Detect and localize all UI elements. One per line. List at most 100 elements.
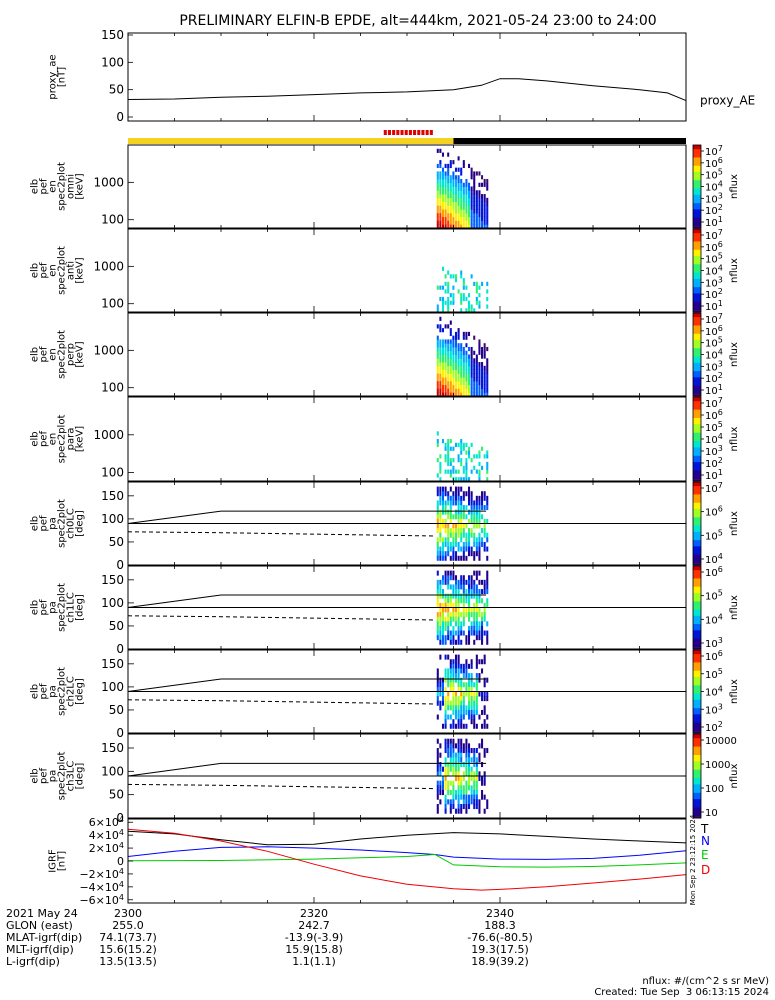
spectrogram-cell xyxy=(439,365,442,370)
spectrogram-cell xyxy=(457,384,460,389)
spectrogram-cell xyxy=(449,358,452,363)
spectrogram-cell xyxy=(436,691,439,697)
spectrogram-cell xyxy=(462,477,465,482)
spectrogram-cell xyxy=(436,500,439,506)
spectrogram-cell xyxy=(449,673,452,679)
spectrogram-cell xyxy=(452,171,455,176)
spectrogram-cell xyxy=(436,616,439,622)
y-tick-label: 1000 xyxy=(93,428,124,442)
y-tick-label: 1000 xyxy=(93,343,124,357)
spectrogram-cell xyxy=(441,555,445,561)
spectrogram-cell xyxy=(462,505,465,511)
colorbar-band xyxy=(693,752,701,756)
colorbar-band xyxy=(693,280,701,284)
spectrogram-cell xyxy=(470,785,473,791)
spectrogram-cell xyxy=(436,362,439,367)
spectrogram-cell xyxy=(475,677,478,683)
spectrogram-cell xyxy=(441,639,445,645)
spectrogram-cell xyxy=(454,771,458,777)
colorbar-band xyxy=(693,307,701,311)
spectrogram-cell xyxy=(447,446,450,451)
spectrogram-cell xyxy=(483,343,486,348)
spectrogram-cell xyxy=(436,523,439,529)
colorbar-band xyxy=(693,662,701,666)
spectrogram-cell xyxy=(478,469,481,474)
spectrogram-cell xyxy=(444,182,447,187)
spectrogram-cell xyxy=(439,602,442,608)
colorbar-tick-label: 106 xyxy=(705,565,723,580)
spectrogram-cell xyxy=(478,209,481,214)
spectrogram-cell xyxy=(483,659,486,665)
pef_omni-frame xyxy=(127,144,687,229)
spectrogram-cell xyxy=(457,639,460,645)
colorbar-band xyxy=(693,809,701,813)
spectrogram-cell xyxy=(486,575,489,581)
spectrogram-cell xyxy=(447,281,450,286)
spectrogram-cell xyxy=(441,686,445,692)
spectrogram-cell xyxy=(452,738,455,744)
loss-cone-lower xyxy=(127,615,435,621)
spectrogram-cell xyxy=(449,178,452,184)
spectrogram-cell xyxy=(439,197,442,202)
spectrogram-cell xyxy=(457,495,460,501)
spectrogram-cell xyxy=(457,589,460,595)
spectrogram-cell xyxy=(436,602,439,608)
spectrogram-cell xyxy=(444,668,447,674)
spectrogram-cell xyxy=(478,377,481,382)
spectrogram-cell xyxy=(478,201,481,206)
spectrogram-cell xyxy=(454,377,458,382)
spectrogram-cell xyxy=(468,541,471,547)
spectrogram-cell xyxy=(475,514,478,520)
spectrogram-cell xyxy=(481,201,484,206)
spectrogram-cell xyxy=(449,186,452,191)
spectrogram-cell xyxy=(470,384,473,389)
spectrogram-cell xyxy=(447,380,450,386)
colorbar-band xyxy=(693,207,701,210)
spectrogram-cell xyxy=(483,794,486,800)
spectrogram-cell xyxy=(478,625,481,631)
spectrogram-cell xyxy=(478,691,481,697)
spectrogram-cell xyxy=(436,682,439,688)
spectrogram-cell xyxy=(460,392,463,397)
spectrogram-cell xyxy=(444,289,447,294)
spectrogram-cell xyxy=(447,300,450,305)
spectrogram-cell xyxy=(465,358,468,363)
spectrogram-cell xyxy=(483,377,486,382)
spectrogram-cell xyxy=(449,612,452,618)
spectrogram-cell xyxy=(444,446,447,451)
spectrogram-cell xyxy=(457,458,460,463)
spectrogram-cell xyxy=(444,350,447,355)
spectrogram-cell xyxy=(468,598,471,604)
spectrogram-cell xyxy=(470,505,473,511)
spectrogram-cell xyxy=(475,197,478,202)
spectrogram-cell xyxy=(452,335,455,340)
spectrogram-cell xyxy=(465,392,468,397)
spectrogram-cell xyxy=(439,546,442,552)
footer-row-label: L-igrf(dip) xyxy=(6,955,60,968)
spectrogram-cell xyxy=(470,714,473,720)
spectrogram-cell xyxy=(460,546,463,552)
spectrogram-cell xyxy=(478,500,481,506)
spectrogram-cell xyxy=(436,431,439,436)
spectrogram-cell xyxy=(473,639,476,645)
spectrogram-cell xyxy=(486,537,489,543)
colorbar-band xyxy=(693,198,701,202)
colorbar-band xyxy=(693,496,701,500)
colorbar-band xyxy=(693,163,701,167)
spectrogram-cell xyxy=(468,771,471,777)
spectrogram-cell xyxy=(462,790,465,796)
loss-cone-lower xyxy=(127,699,435,705)
spectrogram-cell xyxy=(473,350,476,355)
ylabel-line: pa xyxy=(48,517,59,529)
spectrogram-cell xyxy=(462,182,465,187)
spectrogram-cell xyxy=(475,575,478,581)
spectrogram-cell xyxy=(457,380,460,386)
spectrogram-cell xyxy=(436,808,439,814)
spectrogram-cell xyxy=(468,190,471,195)
spectrogram-cell xyxy=(481,794,484,800)
colorbar-band xyxy=(693,377,701,380)
spectrogram-cell xyxy=(475,551,478,557)
